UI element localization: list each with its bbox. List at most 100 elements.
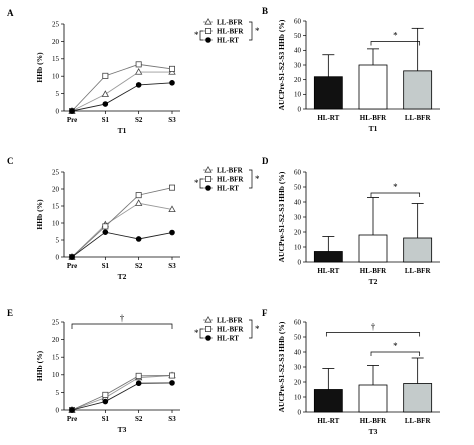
sig-marker: † bbox=[371, 322, 376, 332]
data-point-ll-bfr bbox=[134, 68, 143, 75]
panel-letter: F bbox=[262, 308, 268, 318]
y-tick-label: 20 bbox=[294, 228, 302, 236]
series-line-ll-bfr bbox=[71, 202, 173, 258]
y-tick-label: 40 bbox=[294, 198, 302, 206]
x-tick-label: HL-RT bbox=[317, 114, 339, 122]
series-line-hl-rt bbox=[71, 231, 173, 258]
bar-ll-bfr bbox=[403, 70, 433, 110]
legend-bracket-left bbox=[199, 178, 203, 189]
x-tick-label: S1 bbox=[102, 415, 110, 423]
x-axis-title: T2 bbox=[369, 277, 378, 286]
sig-marker: * bbox=[393, 341, 398, 351]
panel-letter: C bbox=[7, 156, 14, 166]
sig-bracket bbox=[370, 41, 421, 46]
legend-bracket-right bbox=[249, 169, 253, 189]
y-tick-label: 20 bbox=[52, 336, 60, 344]
data-point-hl-rt bbox=[135, 82, 142, 88]
y-tick-label: 10 bbox=[52, 371, 60, 379]
y-tick-label: 20 bbox=[52, 185, 60, 193]
y-tick-label: 10 bbox=[52, 73, 60, 81]
legend-label: HL-RT bbox=[217, 335, 239, 343]
data-point-hl-rt bbox=[102, 398, 109, 405]
x-tick-label: LL-BFR bbox=[405, 267, 432, 275]
x-tick-label: S3 bbox=[168, 262, 176, 270]
y-axis-title: AUCPre-S1-S2-S3 HHb (%) bbox=[277, 321, 286, 412]
data-point-hl-rt bbox=[169, 380, 175, 386]
y-tick-label: 60 bbox=[294, 318, 302, 326]
y-tick-label: 30 bbox=[294, 213, 302, 221]
sig-bracket bbox=[325, 332, 421, 337]
x-axis-title: T3 bbox=[118, 425, 127, 434]
panel-letter: E bbox=[7, 308, 13, 318]
legend-label: HL-BFR bbox=[217, 28, 244, 36]
panel-c: C 0 5 10 15 20 25 Pre S1 S2 S3 T2 HHb (%) LL-BFRHL-BF… bbox=[7, 156, 260, 281]
x-tick-label: Pre bbox=[67, 262, 77, 270]
sig-marker: * bbox=[393, 182, 398, 192]
data-point-hl-rt bbox=[102, 101, 109, 107]
legend-marker bbox=[205, 185, 211, 191]
legend-label: HL-RT bbox=[217, 185, 239, 193]
y-tick-label: 0 bbox=[298, 408, 302, 416]
legend-bracket-left bbox=[199, 30, 203, 41]
y-tick-label: 20 bbox=[294, 76, 302, 84]
y-tick-label: 60 bbox=[294, 168, 302, 176]
legend-label: HL-BFR bbox=[217, 326, 244, 334]
y-tick-label: 30 bbox=[294, 363, 302, 371]
panel-letter: A bbox=[7, 8, 14, 18]
y-tick-label: 15 bbox=[52, 55, 60, 63]
legend-label: LL-BFR bbox=[217, 167, 244, 175]
data-point-hl-rt bbox=[135, 380, 142, 387]
legend-marker bbox=[205, 335, 211, 341]
data-point-hl-bfr bbox=[135, 372, 142, 379]
y-tick-label: 0 bbox=[56, 107, 60, 115]
y-tick-label: 40 bbox=[294, 348, 302, 356]
series-line-hl-bfr bbox=[71, 63, 173, 112]
bar-hl-rt bbox=[313, 76, 343, 110]
x-tick-label: S2 bbox=[135, 415, 143, 423]
panel-a: A 0 5 10 15 20 25 Pre S1 S2 S3 T1 HHb (%) LL-BFRHL-BF… bbox=[7, 8, 260, 135]
data-point-hl-bfr bbox=[135, 192, 142, 199]
x-axis-title: T1 bbox=[118, 126, 127, 135]
legend-marker bbox=[204, 325, 211, 332]
y-tick-label: 20 bbox=[52, 38, 60, 46]
legend-label: LL-BFR bbox=[217, 19, 244, 27]
bar-hl-bfr bbox=[358, 64, 388, 110]
legend-label: LL-BFR bbox=[217, 317, 244, 325]
y-axis-title: HHb (%) bbox=[35, 350, 44, 381]
y-tick-label: 5 bbox=[56, 90, 60, 98]
y-axis-title: HHb (%) bbox=[35, 52, 44, 83]
legend-marker bbox=[204, 17, 212, 25]
y-tick-label: 5 bbox=[56, 236, 60, 244]
x-axis-title: T2 bbox=[118, 272, 127, 281]
bar-ll-bfr bbox=[403, 237, 433, 263]
y-tick-label: 30 bbox=[294, 61, 302, 69]
sig-marker: * bbox=[255, 324, 260, 334]
series-line-ll-bfr bbox=[71, 71, 172, 112]
y-tick-label: 0 bbox=[56, 253, 60, 261]
data-point-hl-bfr bbox=[168, 372, 175, 379]
legend-marker bbox=[204, 315, 212, 323]
sig-marker: * bbox=[393, 31, 398, 41]
data-point-hl-rt bbox=[69, 254, 75, 260]
y-tick-label: 20 bbox=[294, 378, 302, 386]
legend-marker bbox=[204, 27, 211, 34]
sig-marker: * bbox=[255, 26, 260, 36]
data-point-hl-rt bbox=[169, 80, 175, 86]
x-tick-label: S3 bbox=[168, 415, 176, 423]
sig-marker: * bbox=[194, 328, 199, 338]
legend-label: HL-BFR bbox=[217, 176, 244, 184]
data-point-hl-rt bbox=[135, 236, 142, 242]
x-tick-label: S1 bbox=[102, 262, 110, 270]
series-line-hl-rt bbox=[71, 382, 173, 411]
sig-bracket bbox=[370, 192, 421, 197]
bar-hl-rt bbox=[313, 251, 343, 263]
panel-e: E 0 5 10 15 20 25 Pre S1 S2 S3 T3 HHb (%) LL-BFRHL-BF… bbox=[7, 308, 260, 434]
y-tick-label: 40 bbox=[294, 47, 302, 55]
y-axis-title: AUCPre-S1-S2-S3 HHb (%) bbox=[277, 19, 286, 110]
data-point-hl-rt bbox=[69, 407, 75, 413]
sig-bracket bbox=[71, 323, 173, 329]
y-tick-label: 10 bbox=[294, 91, 302, 99]
y-axis-title: AUCPre-S1-S2-S3 HHb (%) bbox=[277, 171, 286, 262]
legend-label: HL-RT bbox=[217, 37, 239, 45]
